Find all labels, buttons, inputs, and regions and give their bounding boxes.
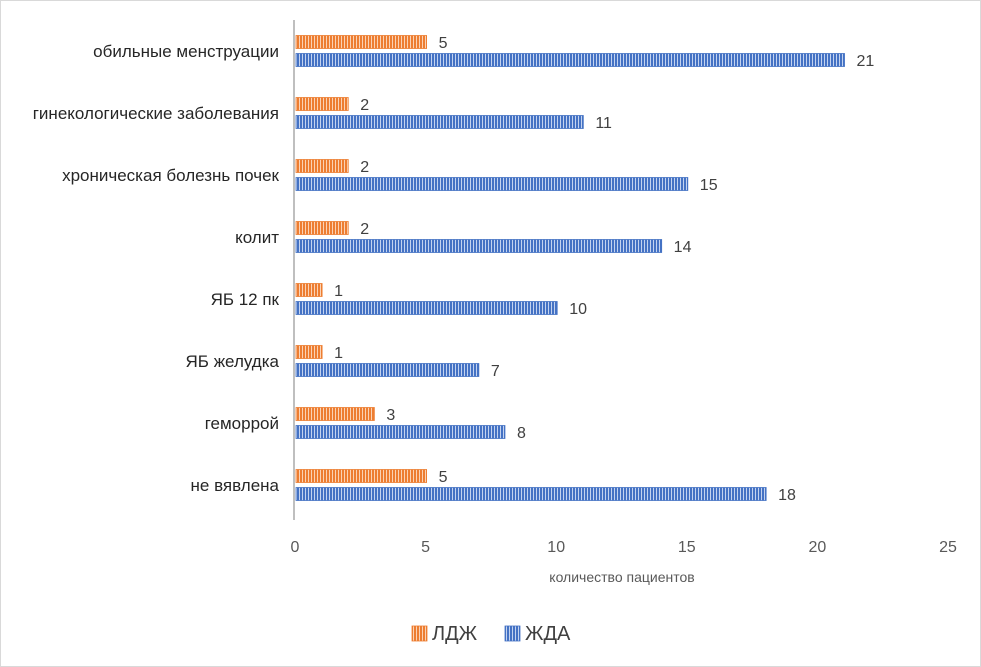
data-label: 2 (360, 97, 369, 114)
category-label: ЯБ 12 пк (211, 290, 280, 309)
legend: ЛДЖ ЖДА (411, 623, 571, 645)
category-labels: обильные менструации гинекологические заб… (33, 42, 280, 495)
bar-zhda (295, 115, 584, 129)
x-tick-label: 25 (939, 539, 957, 556)
category-label: колит (235, 228, 279, 247)
bars-group (295, 35, 845, 501)
data-label: 7 (491, 363, 500, 380)
bar-zhda (295, 301, 558, 315)
legend-swatch-ldzh (411, 625, 428, 642)
category-label: гинекологические заболевания (33, 104, 279, 123)
bar-zhda (295, 239, 663, 253)
bar-ldzh (295, 469, 428, 483)
bar-zhda (295, 363, 480, 377)
data-labels: 5 21 2 11 2 15 2 14 1 10 1 7 3 8 5 18 (334, 35, 874, 504)
legend-label-ldzh: ЛДЖ (432, 623, 478, 645)
bar-ldzh (295, 221, 349, 235)
x-axis-ticks: 0 5 10 15 20 25 (291, 539, 957, 556)
bar-ldzh (295, 283, 323, 297)
data-label: 15 (700, 177, 718, 194)
bar-zhda (295, 53, 845, 67)
bar-ldzh (295, 159, 349, 173)
x-tick-label: 15 (678, 539, 696, 556)
data-label: 14 (674, 239, 692, 256)
x-axis-title: количество пациентов (549, 569, 694, 585)
x-tick-label: 0 (291, 539, 300, 556)
bar-zhda (295, 425, 506, 439)
data-label: 2 (360, 159, 369, 176)
data-label: 5 (439, 35, 448, 52)
bar-ldzh (295, 35, 428, 49)
data-label: 8 (517, 425, 526, 442)
x-tick-label: 10 (547, 539, 565, 556)
data-label: 1 (334, 345, 343, 362)
data-label: 18 (778, 487, 796, 504)
data-label: 5 (439, 469, 448, 486)
data-label: 11 (595, 115, 612, 132)
bar-ldzh (295, 345, 323, 359)
x-tick-label: 20 (809, 539, 827, 556)
data-label: 10 (569, 301, 587, 318)
data-label: 1 (334, 283, 343, 300)
category-label: ЯБ желудка (186, 352, 280, 371)
category-label: обильные менструации (93, 42, 279, 61)
bar-zhda (295, 487, 767, 501)
category-label: геморрой (205, 414, 279, 433)
bar-ldzh (295, 97, 349, 111)
data-label: 3 (386, 407, 395, 424)
bar-ldzh (295, 407, 375, 421)
bar-zhda (295, 177, 689, 191)
legend-swatch-zhda (504, 625, 521, 642)
x-tick-label: 5 (421, 539, 430, 556)
legend-label-zhda: ЖДА (525, 623, 571, 645)
category-label: не вявлена (191, 476, 280, 495)
data-label: 2 (360, 221, 369, 238)
category-label: хроническая болезнь почек (62, 166, 279, 185)
data-label: 21 (857, 53, 875, 70)
